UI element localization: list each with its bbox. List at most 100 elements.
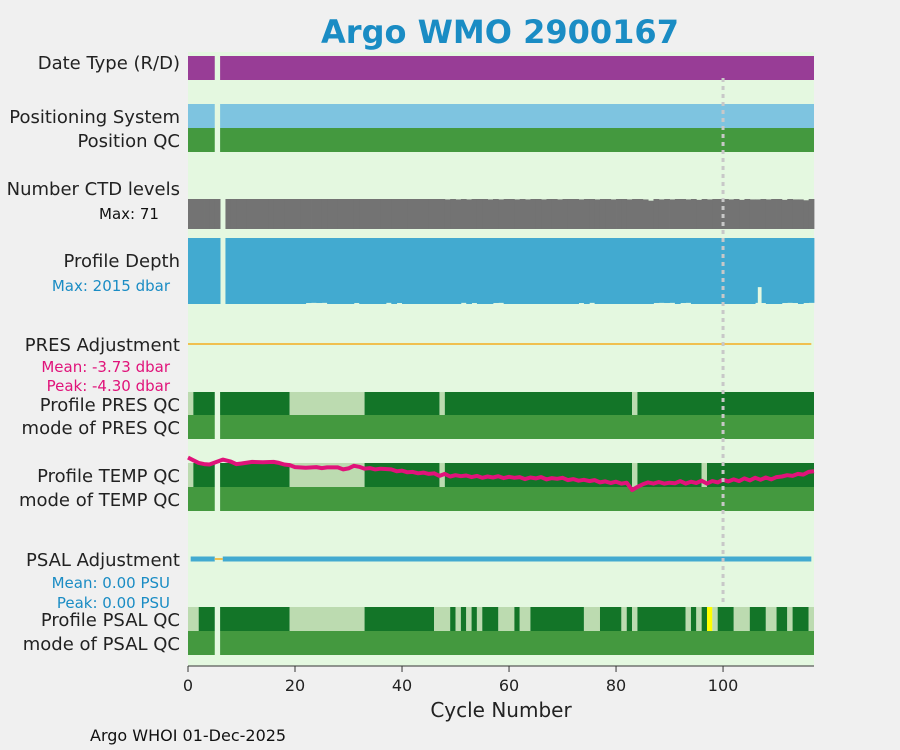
profile-psal-qc-segment <box>220 607 290 631</box>
profile-psal-qc-segment <box>701 607 707 631</box>
profile-pres-qc-segment <box>193 392 215 415</box>
ctd-level-bar <box>236 199 242 229</box>
profile-depth-bar <box>551 238 558 304</box>
profile-depth-bar <box>262 238 269 304</box>
profile-depth-bar <box>193 238 200 304</box>
profile-depth-bar <box>717 238 724 304</box>
ctd-level-bar <box>546 199 553 229</box>
profile-depth-bar <box>744 238 751 304</box>
profile-depth-bar <box>648 238 654 304</box>
profile-depth-bar <box>396 238 403 304</box>
ctd-level-bar <box>273 199 280 229</box>
ctd-level-bar <box>482 199 489 229</box>
row-label-profile-temp-qc: Profile TEMP QC <box>37 466 180 487</box>
profile-depth-bar <box>776 238 783 304</box>
profile-psal-qc-segment <box>460 607 467 631</box>
profile-depth-bar <box>257 238 264 304</box>
ctd-level-bar <box>781 199 788 229</box>
date-type-bar <box>220 56 815 80</box>
ctd-level-bar <box>653 199 660 229</box>
profile-depth-bar <box>605 238 612 304</box>
ctd-level-bar <box>744 199 751 229</box>
mode-pres-qc-bar <box>220 415 815 439</box>
profile-psal-qc-segment <box>455 607 461 631</box>
profile-pres-qc-segment <box>364 392 440 415</box>
ctd-level-bar <box>252 199 258 229</box>
ctd-level-bar <box>797 199 804 229</box>
profile-psal-qc-segment <box>434 607 451 631</box>
profile-depth-bar <box>765 238 772 304</box>
row-label-date-type: Date Type (R/D) <box>38 53 180 74</box>
position-qc-bar <box>188 128 215 152</box>
ctd-level-bar <box>476 199 483 229</box>
profile-depth-bar <box>252 238 258 304</box>
ctd-level-bar <box>776 199 783 229</box>
profile-psal-qc-segment <box>289 607 365 631</box>
ctd-level-bar <box>578 199 585 229</box>
ctd-level-bar <box>787 199 793 229</box>
profile-depth-bar <box>492 238 499 304</box>
profile-depth-bar <box>289 238 296 304</box>
profile-temp-qc-segment <box>220 463 290 487</box>
ctd-level-bar <box>311 199 317 229</box>
ctd-level-bar <box>348 199 355 229</box>
ctd-level-bar <box>466 199 472 229</box>
footer-credit: Argo WHOI 01-Dec-2025 <box>90 726 286 745</box>
ctd-level-bar <box>434 199 440 229</box>
profile-depth-bar <box>562 238 569 304</box>
ctd-level-bar <box>648 200 654 229</box>
profile-depth-bar <box>471 238 478 304</box>
x-tick-label: 40 <box>392 676 412 695</box>
profile-depth-bar <box>273 238 280 304</box>
ctd-level-bar <box>616 199 622 229</box>
positioning-bar <box>188 104 215 128</box>
profile-depth-bar <box>327 238 333 304</box>
profile-depth-bar <box>664 238 670 304</box>
ctd-level-bar <box>209 199 216 229</box>
ctd-level-bar <box>412 199 419 229</box>
ctd-level-bar <box>460 199 467 229</box>
ctd-level-bar <box>278 199 285 229</box>
ctd-level-bar <box>723 199 729 229</box>
profile-depth-bar <box>188 238 194 304</box>
profile-psal-qc-segment <box>776 607 788 631</box>
ctd-level-bar <box>573 199 579 229</box>
ctd-level-bar <box>225 199 232 229</box>
profile-psal-qc-segment <box>599 607 622 631</box>
ctd-level-bar <box>696 199 703 229</box>
ctd-level-bar <box>204 199 210 229</box>
ctd-level-bar <box>525 199 531 229</box>
profile-depth-bar <box>771 238 777 304</box>
profile-pres-qc-segment <box>289 392 365 415</box>
ctd-level-bar <box>332 199 339 229</box>
profile-psal-qc-segment <box>626 607 633 631</box>
profile-psal-qc-segment <box>696 607 702 631</box>
profile-depth-bar <box>723 238 729 304</box>
profile-psal-qc-segment <box>514 607 520 631</box>
profile-depth-bar <box>690 238 697 304</box>
ctd-level-bar <box>765 199 772 229</box>
profile-depth-bar <box>246 238 253 304</box>
profile-depth-bar <box>626 238 633 304</box>
profile-depth-bar <box>444 238 451 304</box>
positioning-bar <box>220 104 815 128</box>
profile-depth-bar <box>434 238 440 304</box>
row-label-pres-adjustment: PRES Adjustment <box>25 335 180 356</box>
profile-depth-bar <box>311 238 317 303</box>
ctd-level-bar <box>257 199 264 229</box>
x-axis-label: Cycle Number <box>430 698 572 722</box>
ctd-level-bar <box>268 199 275 229</box>
ctd-level-bar <box>418 199 424 229</box>
ctd-level-bar <box>375 199 382 229</box>
psal-peak-label: Peak: 0.00 PSU <box>57 594 170 612</box>
ctd-level-bar <box>535 199 542 229</box>
ctd-level-bar <box>402 199 408 229</box>
profile-depth-bar <box>359 238 365 304</box>
profile-depth-bar <box>658 238 665 303</box>
ctd-level-bar <box>353 199 360 229</box>
mode-temp-qc-bar <box>220 487 815 511</box>
mode-psal-qc-bar <box>188 631 215 655</box>
ctd-level-bar <box>792 199 799 229</box>
profile-psal-qc-segment <box>466 607 472 631</box>
